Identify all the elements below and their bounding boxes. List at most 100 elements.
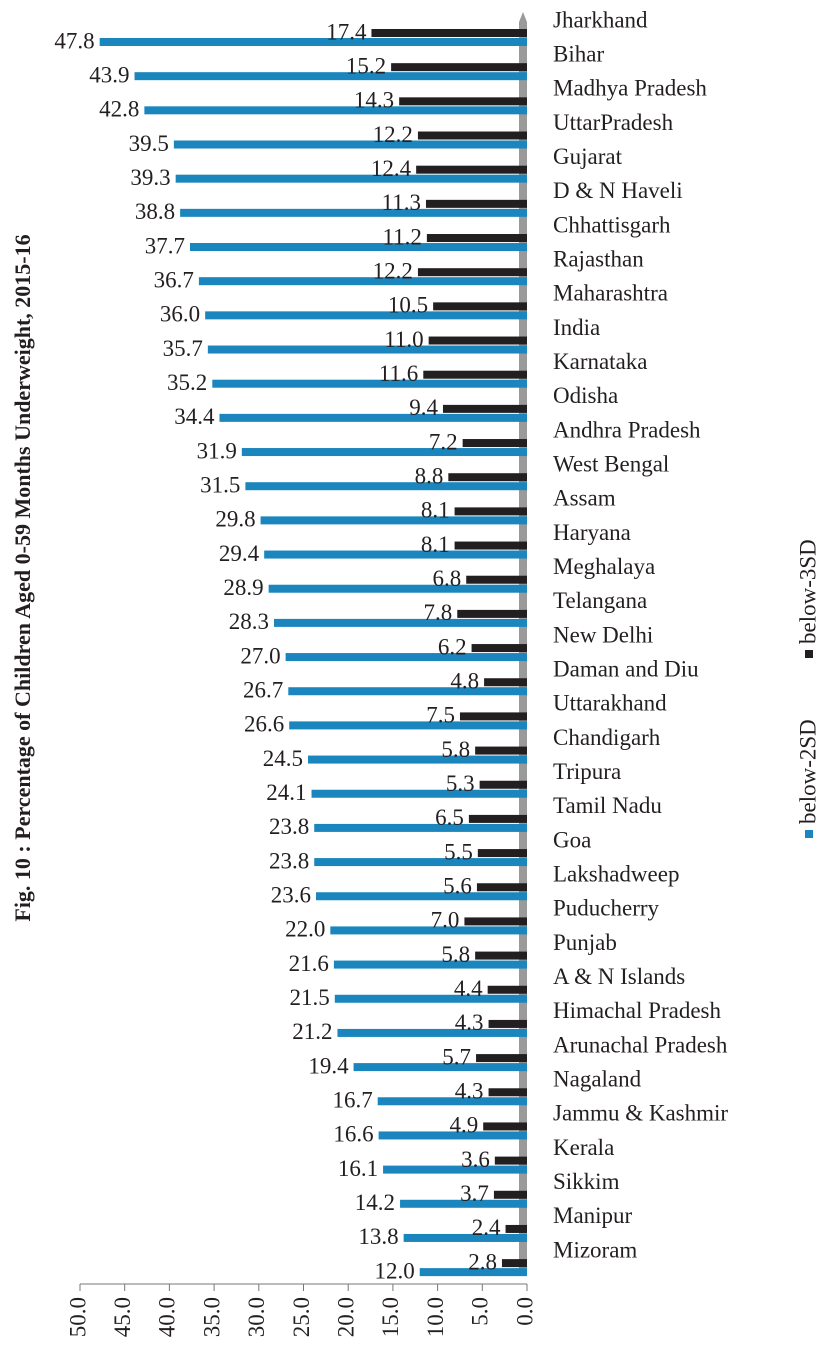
value-label: 4.3 xyxy=(455,1010,484,1035)
bar xyxy=(459,712,527,721)
value-label: 11.3 xyxy=(382,190,421,215)
value-label: 16.1 xyxy=(338,1156,378,1181)
bar xyxy=(468,814,527,823)
value-label: 11.0 xyxy=(384,327,423,352)
value-label: 2.4 xyxy=(472,1215,501,1240)
value-label: 23.8 xyxy=(269,814,309,839)
category-label: Rajasthan xyxy=(553,246,644,271)
category-label: Manipur xyxy=(553,1203,633,1228)
bar xyxy=(501,1259,527,1268)
x-tick-label: 10.0 xyxy=(423,1297,448,1337)
value-label: 4.3 xyxy=(455,1079,484,1104)
bar xyxy=(260,516,527,525)
bar xyxy=(399,97,527,106)
bar xyxy=(316,892,527,901)
bar xyxy=(219,413,528,422)
bar xyxy=(314,823,527,832)
category-label: Jharkhand xyxy=(553,7,648,32)
value-label: 10.5 xyxy=(388,293,428,318)
bar xyxy=(371,29,527,37)
category-label: Tripura xyxy=(553,759,621,784)
bar xyxy=(403,1233,527,1242)
bar xyxy=(333,960,527,969)
bar xyxy=(476,883,527,892)
value-label: 24.1 xyxy=(266,780,306,805)
category-label: A & N Islands xyxy=(553,964,685,989)
value-label: 28.3 xyxy=(229,609,269,634)
bar xyxy=(314,858,527,867)
x-tick-label: 40.0 xyxy=(155,1297,180,1337)
value-label: 7.2 xyxy=(429,429,458,454)
value-label: 36.7 xyxy=(154,267,194,292)
value-label: 6.5 xyxy=(435,805,464,830)
x-tick-label: 20.0 xyxy=(333,1297,358,1337)
category-label: Meghalaya xyxy=(553,554,655,579)
value-label: 7.5 xyxy=(426,703,455,728)
category-label: Bihar xyxy=(553,41,604,66)
value-label: 6.8 xyxy=(432,566,461,591)
bar xyxy=(207,345,528,354)
value-label: 5.5 xyxy=(444,839,473,864)
bar xyxy=(419,1268,527,1277)
value-label: 24.5 xyxy=(263,746,303,771)
bar xyxy=(337,1028,527,1037)
category-label: Assam xyxy=(553,486,616,511)
bar xyxy=(330,926,527,935)
value-label: 5.7 xyxy=(442,1044,471,1069)
bar xyxy=(189,243,527,252)
bar xyxy=(462,439,527,448)
value-label: 4.8 xyxy=(450,669,479,694)
value-label: 21.2 xyxy=(292,1019,332,1044)
value-label: 27.0 xyxy=(240,643,280,668)
value-label: 11.2 xyxy=(382,224,421,249)
bar xyxy=(442,404,527,413)
bar xyxy=(477,849,527,858)
value-label: 3.6 xyxy=(461,1147,490,1172)
bar xyxy=(494,1156,527,1165)
bar xyxy=(377,1097,527,1106)
category-label: Kerala xyxy=(553,1135,614,1160)
category-label: India xyxy=(553,315,600,340)
value-label: 31.5 xyxy=(200,472,240,497)
bar xyxy=(433,302,527,311)
value-label: 12.0 xyxy=(374,1258,414,1283)
value-label: 6.2 xyxy=(438,634,467,659)
bar xyxy=(417,131,527,140)
value-label: 29.4 xyxy=(219,541,260,566)
bar xyxy=(423,370,527,379)
bar xyxy=(180,208,528,217)
bar xyxy=(288,687,527,696)
bar xyxy=(285,653,527,662)
value-label: 16.7 xyxy=(332,1088,372,1113)
value-label: 8.8 xyxy=(415,463,444,488)
value-label: 12.4 xyxy=(371,156,412,181)
bar xyxy=(383,1165,527,1174)
category-label: Mizoram xyxy=(553,1237,637,1262)
category-label: Puducherry xyxy=(553,896,660,921)
category-label: Sikkim xyxy=(553,1169,620,1194)
bar xyxy=(471,644,527,653)
bar xyxy=(457,609,527,618)
value-label: 21.6 xyxy=(289,951,329,976)
value-label: 8.1 xyxy=(421,498,450,523)
category-label: Daman and Diu xyxy=(553,657,699,682)
category-label: Uttarakhand xyxy=(553,691,667,716)
bar xyxy=(245,482,527,491)
category-label: Odisha xyxy=(553,383,618,408)
bar xyxy=(212,379,527,388)
bar xyxy=(378,1131,527,1140)
category-label: Chandigarh xyxy=(553,725,661,750)
value-label: 23.8 xyxy=(269,848,309,873)
value-label: 4.4 xyxy=(454,976,483,1001)
value-label: 11.6 xyxy=(379,361,418,386)
bar xyxy=(454,507,527,516)
bar xyxy=(311,789,527,798)
bar xyxy=(475,951,527,960)
bar xyxy=(391,63,527,72)
category-label: Andhra Pradesh xyxy=(553,417,701,442)
x-tick-label: 30.0 xyxy=(244,1297,269,1337)
x-tick-label: 0.0 xyxy=(512,1297,537,1326)
bar xyxy=(198,277,528,286)
x-tick-label: 45.0 xyxy=(110,1297,135,1337)
